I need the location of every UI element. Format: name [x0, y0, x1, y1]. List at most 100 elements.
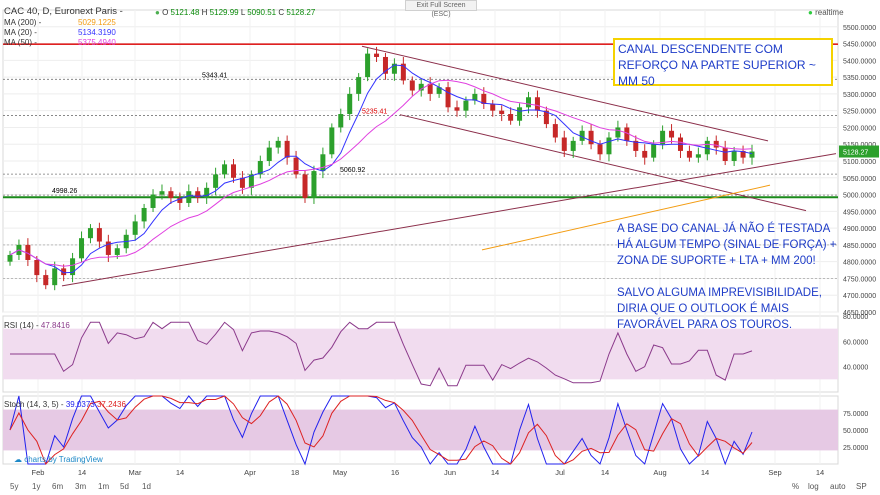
timeframe-1m[interactable]: 1m: [98, 482, 110, 491]
price-tick-label: 5450.0000: [843, 42, 876, 49]
symbol-title: CAC 40, D, Euronext Paris -: [4, 6, 123, 17]
candle-body: [204, 187, 210, 198]
rsi-legend[interactable]: RSI (14) - 47.8416: [4, 321, 70, 330]
ma20-legend[interactable]: MA (20) -: [4, 28, 37, 37]
uptrend-line: [61, 153, 837, 287]
candle-body: [168, 191, 174, 198]
candle-body: [463, 100, 469, 111]
candle-body: [409, 80, 415, 91]
candle-body: [570, 140, 576, 151]
candle-body: [7, 254, 13, 262]
candle-body: [213, 174, 219, 188]
stoch-band: [3, 409, 838, 451]
x-tick-label: 14: [491, 468, 499, 477]
candle-body: [534, 97, 540, 111]
candle-body: [266, 147, 272, 161]
cloud-icon: ☁: [14, 455, 22, 464]
candle-body: [669, 130, 675, 138]
x-tick-label: Mar: [129, 468, 142, 477]
annotation-box: [613, 38, 833, 86]
channel-top-line: [361, 45, 769, 142]
candle-body: [597, 144, 603, 155]
price-tick-label: 4650.0000: [843, 310, 876, 317]
candle-body: [382, 56, 388, 74]
rsi-tick-label: 60.0000: [843, 339, 868, 346]
candle-body: [293, 157, 299, 175]
candle-body: [275, 140, 281, 148]
candle-body: [526, 97, 532, 108]
stoch-legend[interactable]: Stoch (14, 3, 5) - 39.0373 37.2436: [4, 400, 126, 409]
candle-body: [517, 107, 523, 121]
candle-body: [105, 241, 111, 255]
x-tick-label: 14: [701, 468, 709, 477]
candle-body: [177, 197, 183, 203]
candle-body: [749, 151, 755, 158]
price-tick-label: 5350.0000: [843, 75, 876, 82]
price-tick-label: 4850.0000: [843, 243, 876, 250]
level-label: 5343.41: [202, 72, 227, 79]
channel-bottom-line: [399, 114, 807, 212]
candle-body: [159, 191, 165, 195]
ma200-legend[interactable]: MA (200) -: [4, 18, 42, 27]
candle-body: [329, 127, 335, 155]
price-tick-label: 5250.0000: [843, 109, 876, 116]
x-tick-label: Jun: [444, 468, 456, 477]
candle-body: [25, 244, 31, 260]
exit-fullscreen-button[interactable]: Exit Full Screen (ESC): [405, 0, 477, 18]
log-scale-button[interactable]: log: [808, 482, 819, 491]
candle-body: [150, 194, 156, 208]
x-tick-label: Sep: [768, 468, 781, 477]
candle-body: [427, 83, 433, 94]
ma50-legend[interactable]: MA (50) -: [4, 38, 37, 47]
x-tick-label: Apr: [244, 468, 256, 477]
x-tick-label: 14: [816, 468, 824, 477]
sp-button[interactable]: SP: [856, 482, 867, 491]
candle-body: [704, 140, 710, 155]
candle-body: [61, 268, 67, 276]
price-tick-label: 4700.0000: [843, 293, 876, 300]
level-label: 4998.26: [52, 188, 77, 195]
last-price-label: 5128.27: [843, 150, 868, 157]
timeframe-5d[interactable]: 5d: [120, 482, 129, 491]
candle-body: [311, 171, 317, 198]
ma50-line: [9, 79, 753, 267]
candle-body: [606, 137, 612, 155]
candle-body: [257, 161, 263, 175]
candle-body: [490, 103, 496, 111]
x-tick-label: 14: [601, 468, 609, 477]
timeframe-6m[interactable]: 6m: [52, 482, 64, 491]
candle-body: [508, 114, 514, 121]
price-tick-label: 4750.0000: [843, 276, 876, 283]
candle-body: [624, 127, 630, 141]
candle-body: [230, 164, 236, 178]
timeframe-1d[interactable]: 1d: [142, 482, 151, 491]
last-price-marker: [839, 145, 879, 158]
candle-body: [374, 53, 380, 57]
auto-scale-button[interactable]: auto: [830, 482, 846, 491]
ohlc-readout: ● O 5121.48 H 5129.99 L 5090.51 C 5128.2…: [155, 8, 316, 17]
candle-body: [615, 127, 621, 138]
candle-body: [302, 174, 308, 198]
candle-body: [43, 275, 49, 286]
candle-body: [651, 144, 657, 158]
timeframe-5y[interactable]: 5y: [10, 482, 19, 491]
candle-body: [70, 258, 76, 276]
x-tick-label: Jul: [555, 468, 565, 477]
percent-scale-button[interactable]: %: [792, 482, 800, 491]
price-tick-label: 5000.0000: [843, 193, 876, 200]
ma20-line: [9, 64, 753, 274]
candle-body: [579, 130, 585, 141]
candle-body: [114, 248, 120, 255]
candle-body: [552, 124, 558, 138]
price-tick-label: 4900.0000: [843, 226, 876, 233]
timeframe-1y[interactable]: 1y: [32, 482, 41, 491]
candle-body: [347, 93, 353, 115]
price-tick-label: 5300.0000: [843, 92, 876, 99]
candle-body: [141, 207, 147, 222]
timeframe-3m[interactable]: 3m: [75, 482, 87, 491]
ma20-value: 5134.3190: [78, 28, 116, 37]
rsi-tick-label: 40.0000: [843, 365, 868, 372]
tradingview-brand[interactable]: ☁ charts by TradingView: [14, 455, 103, 464]
candle-body: [633, 140, 639, 151]
candle-body: [543, 110, 549, 125]
